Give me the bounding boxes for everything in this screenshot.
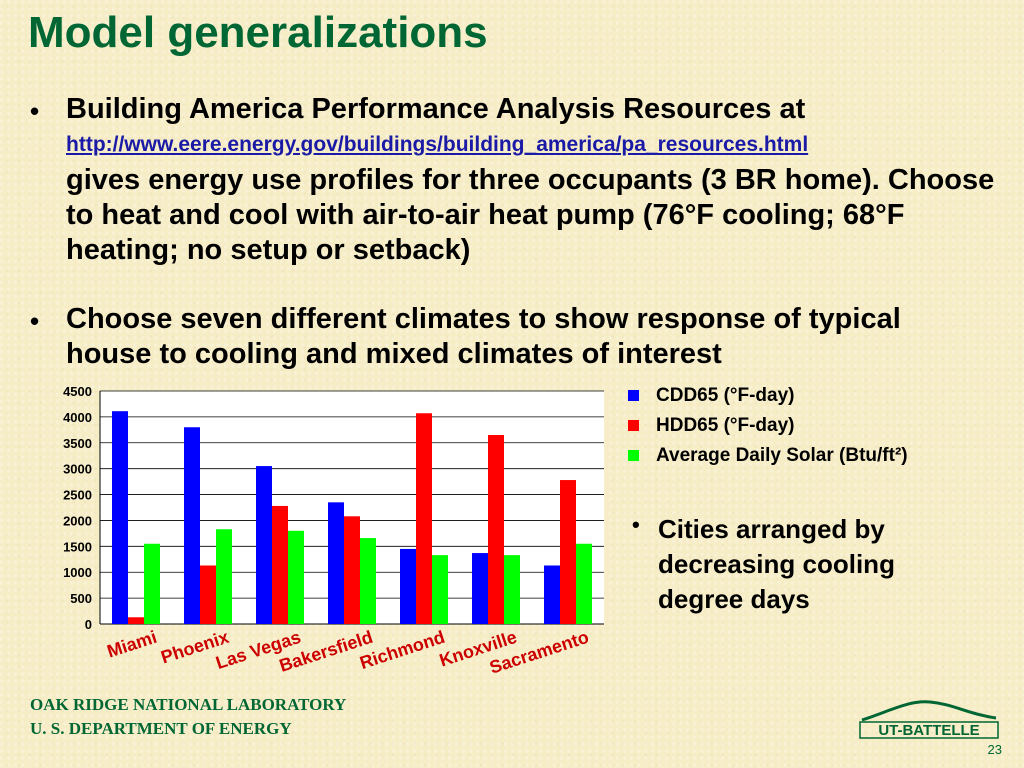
- chart-legend: CDD65 (°F-day) HDD65 (°F-day) Average Da…: [628, 382, 908, 472]
- bar: [504, 555, 520, 624]
- y-tick-label: 1000: [63, 565, 92, 580]
- bar: [128, 617, 144, 624]
- y-tick-label: 3000: [63, 462, 92, 477]
- legend-item-cdd: CDD65 (°F-day): [628, 382, 908, 412]
- bar: [328, 502, 344, 624]
- y-tick-label: 3500: [63, 436, 92, 451]
- bar: [400, 548, 416, 624]
- bullet-1-lead: Building America Performance Analysis Re…: [66, 93, 806, 125]
- bar: [360, 538, 376, 624]
- climate-bar-chart: 0 500 1000 1500 2000 2500 3000 3500 4000 4500 Miam…: [63, 384, 604, 678]
- legend-swatch: [628, 390, 639, 401]
- bar: [144, 543, 160, 624]
- legend-item-solar: Average Daily Solar (Btu/ft²): [628, 442, 908, 472]
- bar: [416, 413, 432, 624]
- bar: [488, 435, 504, 624]
- organization-name: OAK RIDGE NATIONAL LABORATORY U. S. DEPA…: [30, 693, 346, 741]
- org-line-2: U. S. DEPARTMENT OF ENERGY: [30, 719, 292, 738]
- x-tick-label: Miami: [105, 627, 160, 662]
- bar: [184, 427, 200, 624]
- bullet-dot: •: [632, 512, 640, 537]
- bar: [200, 565, 216, 624]
- bar: [560, 480, 576, 624]
- side-note: Cities arranged by decreasing cooling de…: [658, 514, 895, 614]
- legend-label: CDD65 (°F-day): [656, 385, 795, 406]
- logo-text: UT-BATTELLE: [878, 722, 979, 739]
- bar: [112, 411, 128, 624]
- y-tick-label: 2500: [63, 488, 92, 503]
- legend-label: HDD65 (°F-day): [656, 415, 795, 436]
- legend-swatch: [628, 450, 639, 461]
- y-tick-label: 500: [70, 591, 92, 606]
- legend-swatch: [628, 420, 639, 431]
- bar: [216, 529, 232, 624]
- bullet-2: Choose seven different climates to show …: [66, 303, 901, 370]
- bullet-dot: •: [30, 96, 40, 126]
- bar: [544, 565, 560, 624]
- ut-battelle-logo: UT-BATTELLE: [859, 700, 999, 739]
- bar: [288, 530, 304, 624]
- bar: [272, 505, 288, 624]
- resources-link[interactable]: http://www.eere.energy.gov/buildings/bui…: [66, 133, 809, 156]
- bullet-1: Building America Performance Analysis Re…: [66, 92, 1006, 268]
- y-tick-label: 0: [85, 617, 92, 632]
- bar: [576, 543, 592, 624]
- bullet-1-trail: gives energy use profiles for three occu…: [66, 164, 995, 266]
- bar: [472, 553, 488, 624]
- org-line-1: OAK RIDGE NATIONAL LABORATORY: [30, 695, 347, 714]
- y-tick-label: 4500: [63, 384, 92, 399]
- bar: [344, 516, 360, 624]
- bar: [256, 466, 272, 624]
- slide-title: Model generalizations: [28, 8, 488, 57]
- y-tick-label: 2000: [63, 513, 92, 528]
- bar: [432, 555, 448, 624]
- legend-label: Average Daily Solar (Btu/ft²): [656, 445, 908, 466]
- y-tick-label: 4000: [63, 410, 92, 425]
- page-number: 23: [987, 742, 1002, 757]
- legend-item-hdd: HDD65 (°F-day): [628, 412, 908, 442]
- y-tick-label: 1500: [63, 539, 92, 554]
- bullet-dot: •: [30, 306, 40, 336]
